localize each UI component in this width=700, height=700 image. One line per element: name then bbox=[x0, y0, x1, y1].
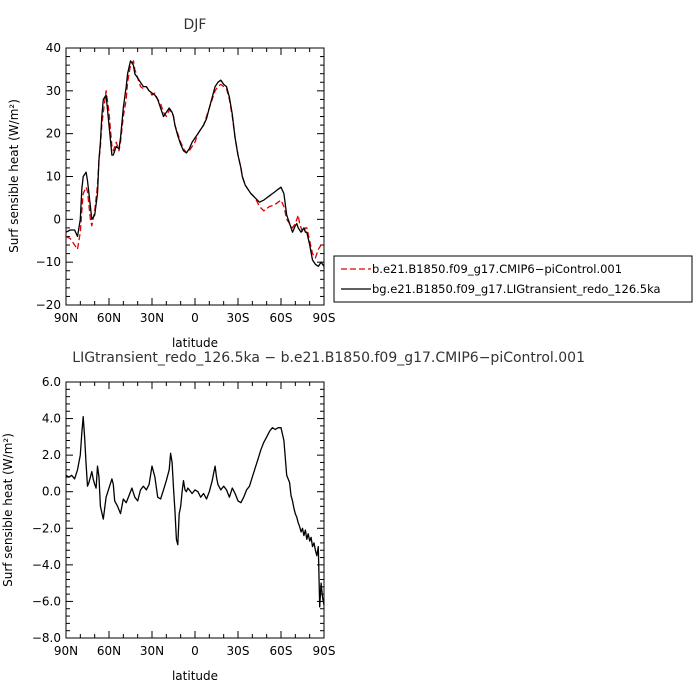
y-tick-label: 0 bbox=[53, 212, 61, 226]
legend-label-control: b.e21.B1850.f09_g17.CMIP6−piControl.001 bbox=[372, 262, 622, 276]
top-axis-ticks bbox=[65, 47, 325, 306]
bottom-x-tick-labels: 90N 60N 30N 0 30S 60S 90S bbox=[54, 644, 336, 658]
y-tick-label: 6.0 bbox=[42, 375, 61, 389]
x-tick-label: 90N bbox=[54, 644, 78, 658]
bottom-panel: LIGtransient_redo_126.5ka − b.e21.B1850.… bbox=[1, 350, 585, 683]
top-plot-frame bbox=[65, 47, 325, 306]
bottom-series-group bbox=[65, 416, 325, 608]
top-series-group bbox=[65, 60, 325, 268]
top-y-axis-label: Surf sensible heat (W/m²) bbox=[7, 99, 21, 253]
legend-box bbox=[333, 255, 693, 303]
y-tick-label: 10 bbox=[46, 170, 61, 184]
y-tick-label: −2.0 bbox=[32, 521, 61, 535]
bottom-plot-frame bbox=[65, 381, 325, 639]
y-tick-label: −10 bbox=[36, 255, 61, 269]
top-y-tick-labels: −20 −10 0 10 20 30 40 bbox=[36, 41, 61, 312]
x-tick-label: 0 bbox=[191, 644, 199, 658]
x-tick-label: 90S bbox=[313, 644, 336, 658]
series-line-lig bbox=[65, 60, 325, 268]
y-tick-label: 30 bbox=[46, 84, 61, 98]
legend: b.e21.B1850.f09_g17.CMIP6−piControl.001 … bbox=[333, 255, 693, 303]
y-tick-label: 4.0 bbox=[42, 412, 61, 426]
x-tick-label: 30S bbox=[227, 644, 250, 658]
x-tick-label: 60S bbox=[270, 311, 293, 325]
top-x-tick-labels: 90N 60N 30N 0 30S 60S 90S bbox=[54, 311, 336, 325]
x-tick-label: 30N bbox=[140, 644, 164, 658]
y-tick-label: 40 bbox=[46, 41, 61, 55]
bottom-y-tick-labels: −8.0 −6.0 −4.0 −2.0 0.0 2.0 4.0 6.0 bbox=[32, 375, 61, 645]
y-tick-label: −6.0 bbox=[32, 594, 61, 608]
x-tick-label: 0 bbox=[191, 311, 199, 325]
y-tick-label: 2.0 bbox=[42, 448, 61, 462]
y-tick-label: 20 bbox=[46, 127, 61, 141]
top-chart-title: DJF bbox=[184, 17, 207, 33]
x-tick-label: 90N bbox=[54, 311, 78, 325]
y-tick-label: −8.0 bbox=[32, 631, 61, 645]
bottom-x-axis-label: latitude bbox=[172, 669, 218, 683]
y-tick-label: 0.0 bbox=[42, 485, 61, 499]
x-tick-label: 60N bbox=[97, 644, 121, 658]
series-line-control bbox=[65, 60, 325, 259]
x-tick-label: 90S bbox=[313, 311, 336, 325]
x-tick-label: 30S bbox=[227, 311, 250, 325]
bottom-y-axis-label: Surf sensible heat (W/m²) bbox=[1, 433, 15, 587]
series-line-difference bbox=[65, 416, 325, 608]
top-x-axis-label: latitude bbox=[172, 336, 218, 350]
top-panel: DJF 90N 60N 30N 0 30S 60S 90S −20−10010203040 … bbox=[7, 17, 335, 350]
x-tick-label: 30N bbox=[140, 311, 164, 325]
bottom-chart-title: LIGtransient_redo_126.5ka − b.e21.B1850.… bbox=[72, 350, 585, 366]
y-tick-label: −4.0 bbox=[32, 558, 61, 572]
legend-label-lig: bg.e21.B1850.f09_g17.LIGtransient_redo_1… bbox=[372, 282, 661, 296]
x-tick-label: 60N bbox=[97, 311, 121, 325]
y-tick-label: −20 bbox=[36, 298, 61, 312]
x-tick-label: 60S bbox=[270, 644, 293, 658]
